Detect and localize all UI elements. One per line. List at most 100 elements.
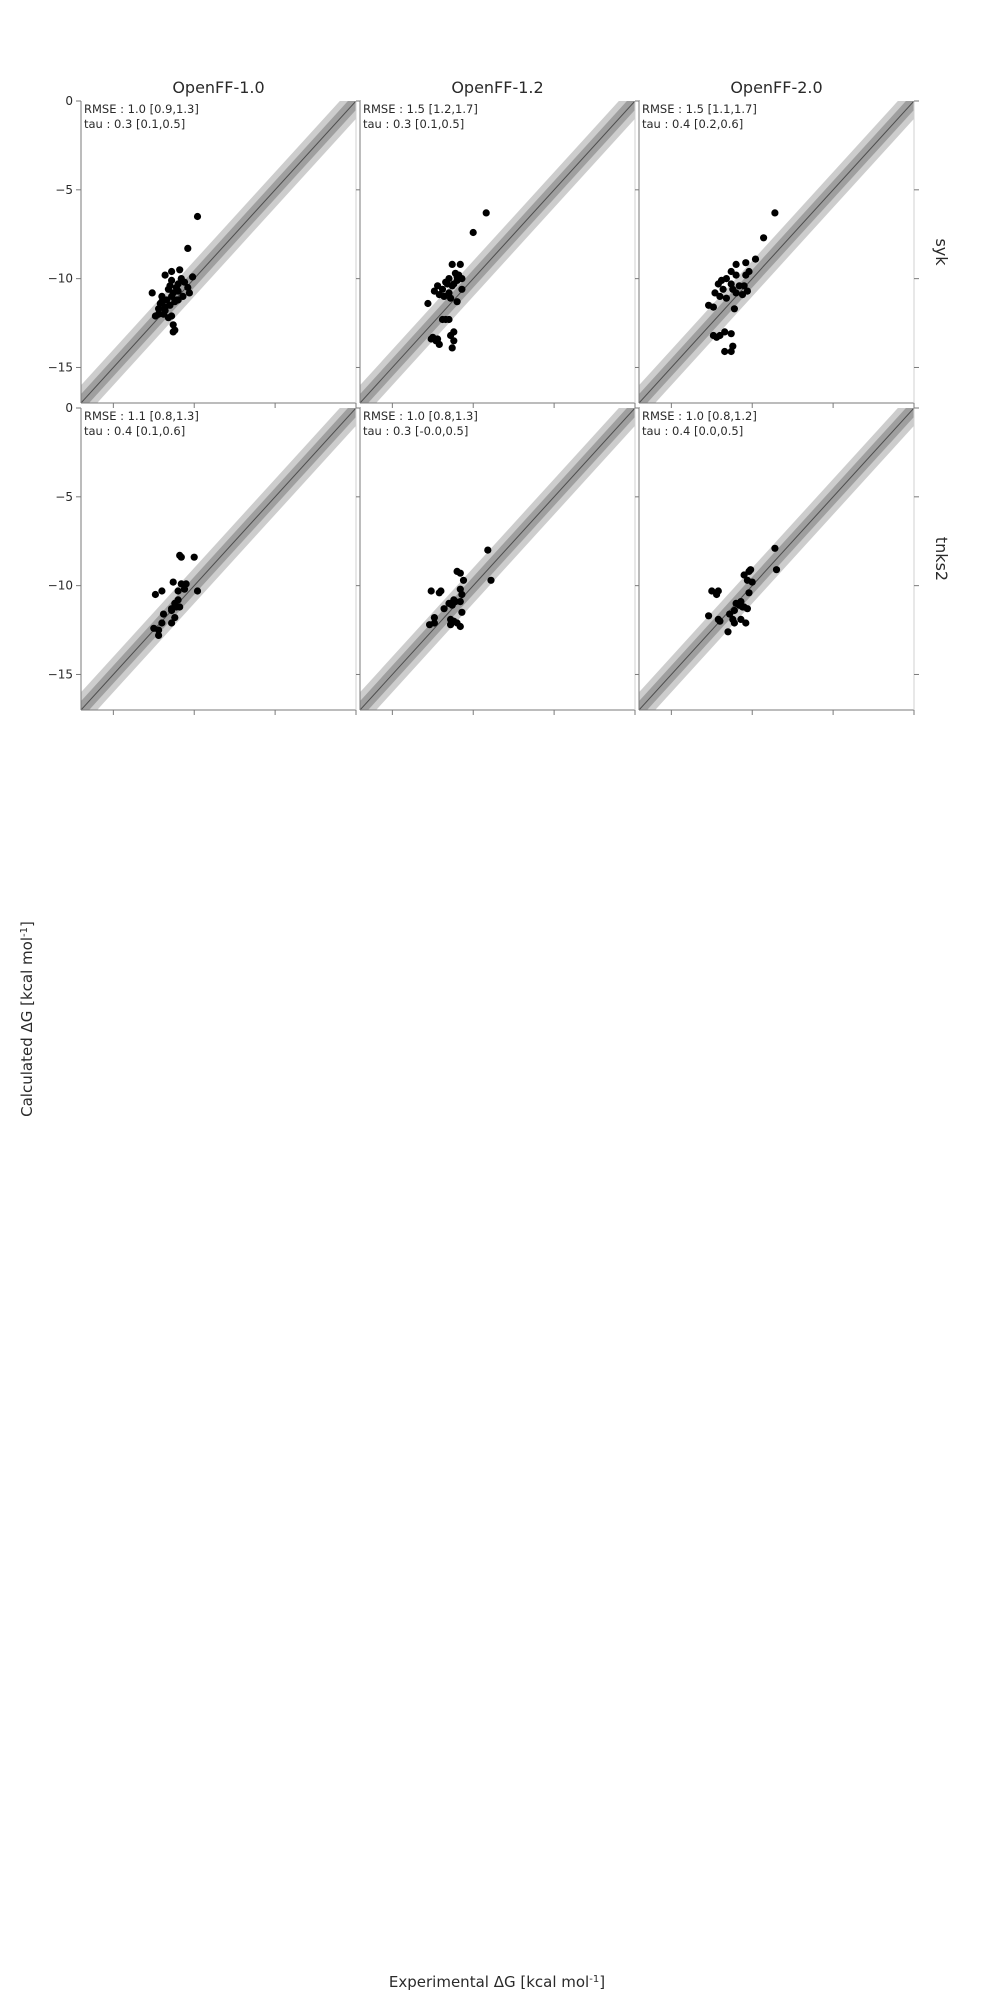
data-point bbox=[180, 585, 189, 593]
data-point bbox=[445, 289, 453, 297]
data-point bbox=[438, 315, 447, 324]
data-point bbox=[714, 615, 722, 624]
data-point bbox=[424, 299, 432, 308]
y-tick-label: −15 bbox=[48, 360, 73, 374]
data-point bbox=[171, 614, 179, 622]
data-point bbox=[158, 298, 166, 306]
data-point bbox=[169, 578, 177, 586]
data-point bbox=[456, 622, 464, 631]
data-point bbox=[193, 587, 202, 595]
data-point bbox=[169, 321, 177, 329]
data-point bbox=[487, 576, 495, 584]
data-point bbox=[453, 273, 461, 281]
data-point bbox=[771, 209, 779, 217]
data-point bbox=[177, 275, 185, 283]
data-point bbox=[148, 289, 156, 297]
data-point bbox=[458, 608, 466, 616]
data-point bbox=[448, 282, 456, 290]
data-point bbox=[435, 589, 443, 597]
scatter-panel: RMSE : 1.5 [1.2,1.7]tau : 0.3 [0.1,0.5] O… bbox=[359, 78, 640, 408]
data-point bbox=[172, 283, 180, 292]
data-point bbox=[721, 347, 729, 356]
data-point bbox=[185, 289, 193, 297]
stats-label: RMSE : 1.0 [0.9,1.3] bbox=[84, 102, 199, 116]
stats-label: RMSE : 1.1 [0.8,1.3] bbox=[84, 409, 199, 423]
data-point bbox=[732, 260, 740, 268]
data-point bbox=[456, 569, 464, 577]
data-point bbox=[772, 566, 781, 574]
identity-line bbox=[639, 408, 914, 710]
data-point bbox=[435, 340, 443, 348]
y-tick-label: 0 bbox=[65, 401, 73, 415]
data-point bbox=[184, 244, 192, 252]
data-point bbox=[158, 587, 166, 595]
stats-label: tau : 0.4 [0.1,0.6] bbox=[84, 424, 185, 438]
identity-line bbox=[639, 101, 914, 403]
data-point bbox=[732, 289, 740, 297]
scatter-panel: RMSE : 1.5 [1.1,1.7]tau : 0.4 [0.2,0.6] O… bbox=[638, 78, 951, 408]
data-point bbox=[155, 631, 163, 640]
data-point bbox=[450, 337, 458, 345]
data-point bbox=[168, 276, 176, 284]
data-point bbox=[430, 619, 438, 627]
data-point bbox=[155, 305, 163, 313]
y-tick-label: −15 bbox=[48, 667, 73, 681]
data-point bbox=[727, 330, 735, 338]
data-point bbox=[174, 587, 182, 595]
data-point bbox=[738, 291, 747, 299]
data-point bbox=[469, 228, 477, 237]
data-point bbox=[193, 212, 202, 221]
data-point bbox=[751, 255, 760, 263]
data-point bbox=[771, 544, 779, 552]
data-point bbox=[458, 590, 466, 599]
data-point bbox=[742, 271, 750, 279]
data-point bbox=[719, 285, 727, 293]
data-point bbox=[450, 328, 458, 336]
data-point bbox=[168, 267, 176, 276]
data-point bbox=[171, 326, 179, 334]
data-point bbox=[151, 312, 159, 320]
data-point bbox=[727, 347, 735, 356]
y-tick-label: −10 bbox=[48, 579, 73, 593]
data-point bbox=[434, 282, 442, 290]
data-point bbox=[721, 328, 729, 336]
y-tick-label: −5 bbox=[55, 183, 73, 197]
data-point bbox=[713, 590, 721, 599]
stats-label: tau : 0.3 [0.1,0.5] bbox=[84, 117, 185, 131]
data-point bbox=[748, 578, 756, 586]
y-tick-label: −10 bbox=[48, 272, 73, 286]
data-point bbox=[459, 576, 468, 584]
data-point bbox=[159, 610, 168, 618]
data-point bbox=[427, 587, 435, 595]
identity-line bbox=[360, 408, 635, 710]
stats-label: tau : 0.3 [-0.0,0.5] bbox=[363, 424, 468, 438]
y-tick-label: 0 bbox=[65, 94, 73, 108]
data-point bbox=[151, 590, 159, 599]
data-point bbox=[722, 294, 731, 302]
data-point bbox=[448, 344, 456, 352]
data-point bbox=[435, 291, 443, 299]
data-point bbox=[760, 234, 768, 242]
data-point bbox=[709, 303, 718, 311]
data-point bbox=[484, 546, 492, 554]
data-point bbox=[158, 619, 166, 627]
data-point bbox=[727, 267, 735, 276]
column-title: OpenFF-1.0 bbox=[172, 78, 264, 97]
row-title: tnks2 bbox=[932, 537, 951, 581]
x-axis-title: Experimental ΔG [kcal mol-1] bbox=[389, 1973, 605, 1991]
data-point bbox=[732, 599, 740, 608]
data-point bbox=[168, 619, 176, 627]
data-point bbox=[730, 305, 739, 313]
data-point bbox=[730, 619, 739, 627]
data-point bbox=[440, 605, 448, 613]
data-point bbox=[427, 335, 435, 343]
stats-label: tau : 0.3 [0.1,0.5] bbox=[363, 117, 464, 131]
data-point bbox=[705, 612, 713, 620]
stats-label: RMSE : 1.0 [0.8,1.3] bbox=[363, 409, 478, 423]
data-point bbox=[456, 260, 464, 268]
data-point bbox=[740, 571, 748, 579]
stats-label: RMSE : 1.5 [1.2,1.7] bbox=[363, 102, 478, 116]
data-point bbox=[727, 280, 735, 288]
